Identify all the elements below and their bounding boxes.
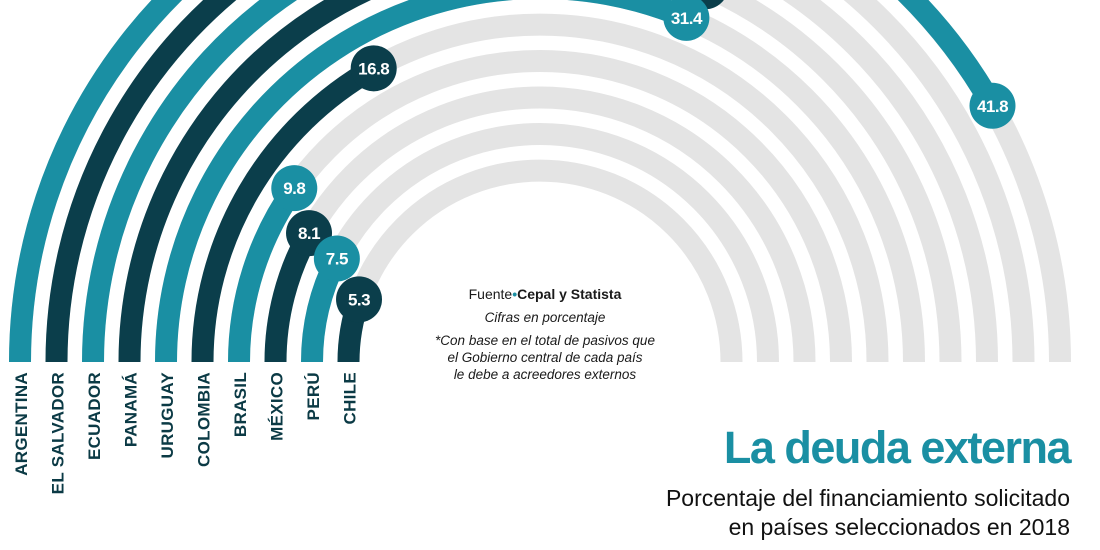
chart-notes: Fuente•Cepal y Statista Cifras en porcen…	[395, 286, 695, 383]
footnote-line: el Gobierno central de cada país	[447, 350, 643, 365]
country-label: BRASIL	[231, 372, 250, 437]
track-arc	[337, 159, 743, 363]
country-label: MÉXICO	[268, 372, 287, 441]
footnote-line: le debe a acreedores externos	[453, 367, 637, 382]
subtitle-line: Porcentaje del financiamiento solicitado	[665, 485, 1070, 511]
footnote-line: *Con base en el total de pasivos que	[435, 333, 655, 348]
footnote: *Con base en el total de pasivos que el …	[395, 332, 695, 383]
country-label: URUGUAY	[158, 372, 177, 459]
value-label: 16.8	[358, 59, 389, 78]
value-arc	[82, 0, 298, 363]
value-label: 9.8	[283, 179, 305, 198]
value-badge	[663, 0, 710, 41]
value-arc	[45, 0, 237, 363]
country-label: ECUADOR	[85, 372, 104, 460]
value-label: 5.3	[348, 290, 370, 309]
source-names: Cepal y Statista	[517, 286, 622, 302]
source-label: Fuente	[468, 286, 513, 302]
value-label: 8.1	[298, 224, 320, 243]
country-label: COLOMBIA	[195, 372, 214, 467]
unit-note: Cifras en porcentaje	[484, 310, 606, 325]
value-badge	[271, 165, 318, 212]
country-label: PERÚ	[304, 372, 323, 420]
country-label: CHILE	[341, 372, 360, 425]
country-labels: ARGENTINA EL SALVADOR ECUADOR PANAMÁ URUGUAY…	[12, 372, 360, 495]
country-label: EL SALVADOR	[49, 372, 68, 494]
country-label: ARGENTINA	[12, 372, 31, 476]
value-arc	[118, 0, 372, 363]
source-line: Fuente•Cepal y Statista	[395, 286, 695, 303]
value-badge	[350, 45, 397, 92]
chart-title: La deuda externa	[723, 422, 1072, 473]
value-label: 41.8	[977, 97, 1008, 116]
value-arc	[155, 0, 691, 363]
value-badge	[313, 235, 360, 282]
value-badge	[969, 82, 1016, 129]
source-separator-dot: •	[512, 286, 518, 302]
country-label: PANAMÁ	[122, 372, 141, 447]
value-label: 7.5	[326, 249, 348, 268]
value-arc	[9, 0, 1003, 363]
value-badge	[336, 276, 383, 323]
subtitle-line: en países seleccionados en 2018	[728, 514, 1070, 540]
chart-subtitle: Porcentaje del financiamiento solicitado…	[666, 484, 1070, 542]
value-label: 31.4	[671, 9, 703, 28]
value-badges: 41.833.232.631.631.416.89.88.17.55.3	[271, 0, 1016, 323]
value-arc	[191, 58, 380, 363]
